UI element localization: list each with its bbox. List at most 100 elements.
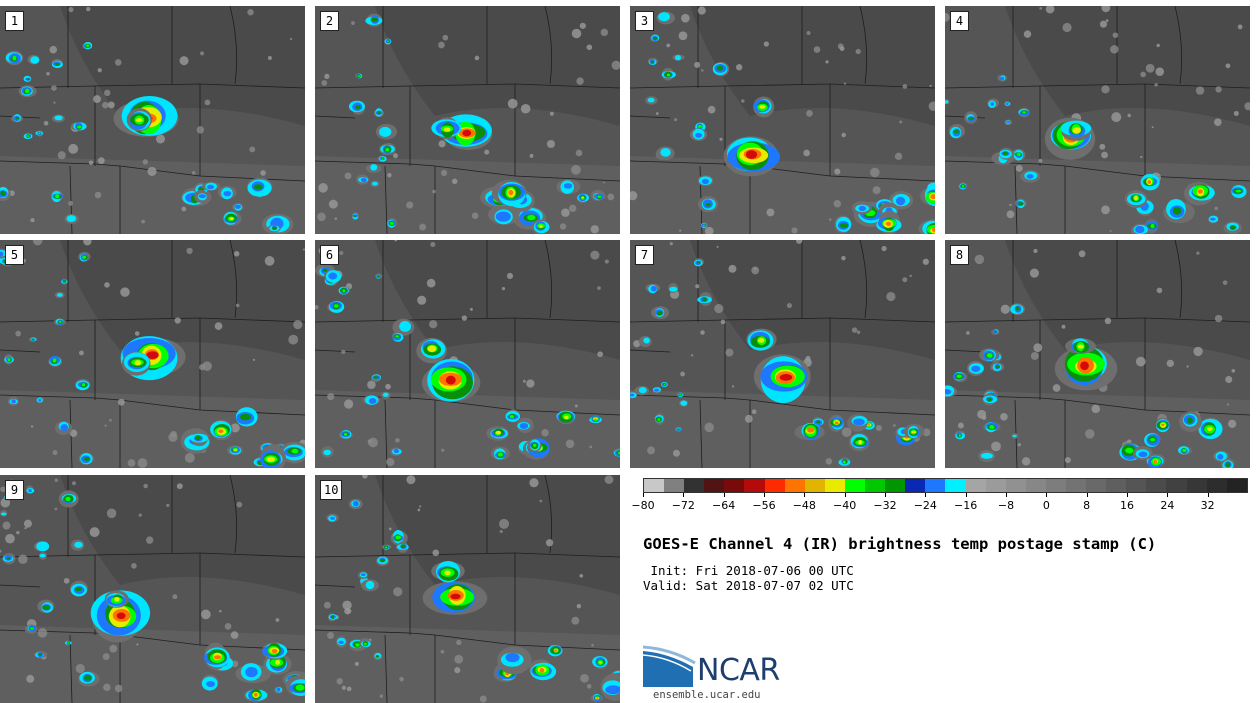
cloud-shape [389, 221, 394, 225]
cloud-shape [839, 223, 849, 229]
cloud-shape [1026, 174, 1034, 179]
cloud-shape [669, 286, 678, 292]
init-time: Init: Fri 2018-07-06 00 UTC [643, 563, 854, 578]
cloud-shape [679, 393, 682, 396]
cloud-shape [66, 215, 77, 222]
cloud-shape [146, 351, 159, 359]
cloud-shape [427, 345, 437, 352]
colorbar-tick [723, 493, 725, 497]
cloud-shape [980, 452, 993, 459]
cloud-shape [379, 126, 392, 137]
cloud-shape [1229, 225, 1236, 230]
cloud-shape [581, 196, 584, 199]
colorbar-tick-label: −40 [833, 499, 857, 512]
cloud-shape [539, 224, 543, 228]
cloud-shape [1161, 423, 1165, 426]
cloud-shape [958, 434, 961, 437]
cloud-shape [867, 424, 871, 426]
cloud-shape [989, 425, 995, 429]
colorbar-tick [1207, 493, 1209, 497]
cloud-shape [276, 687, 281, 692]
cloud-shape [1072, 127, 1081, 134]
cloud-shape [1134, 225, 1145, 234]
cloud-shape [134, 360, 141, 366]
cloud-shape [986, 397, 992, 402]
ir-map [0, 240, 305, 468]
cloud-shape [1138, 451, 1148, 458]
cloud-shape [962, 185, 965, 188]
colorbar-tick [965, 493, 967, 497]
ir-map [0, 6, 305, 234]
cloud-shape [206, 184, 215, 190]
cloud-shape [26, 135, 30, 137]
ir-map [315, 240, 620, 468]
cloud-shape [266, 456, 276, 462]
cloud-shape [953, 129, 960, 134]
colorbar-swatch [1065, 479, 1087, 492]
cloud-shape [698, 125, 703, 128]
cloud-shape [77, 125, 82, 129]
cloud-shape [630, 393, 635, 397]
cloud-shape [395, 335, 399, 338]
cloud-shape [702, 297, 707, 302]
cloud-shape [56, 293, 63, 297]
colorbar-tick [885, 493, 886, 497]
member-label: 4 [950, 11, 969, 31]
colorbar-tick [1127, 493, 1128, 497]
colorbar-tick-label: −72 [671, 499, 695, 512]
cloud-shape [858, 205, 867, 211]
cloud-shape [342, 289, 346, 293]
cloud-shape [368, 398, 377, 404]
cloud-shape [745, 150, 758, 159]
colorbar-tick [1167, 493, 1169, 497]
cloud-shape [660, 148, 671, 157]
colorbar-tick-label: 8 [1083, 499, 1091, 512]
cloud-shape [333, 304, 339, 308]
colorbar-tick [683, 493, 685, 497]
ir-map [945, 6, 1250, 234]
cloud-shape [563, 183, 573, 189]
colorbar-tick-label: −80 [631, 499, 655, 512]
cloud-shape [650, 60, 655, 63]
cloud-shape [253, 184, 263, 190]
cloud-shape [31, 338, 35, 341]
cloud-shape [229, 217, 234, 220]
cloud-shape [352, 500, 359, 507]
ir-map [0, 475, 305, 703]
cloud-shape [564, 415, 569, 420]
cloud-shape [328, 272, 338, 280]
cloud-shape [995, 365, 1000, 369]
cloud-shape [377, 275, 380, 278]
cloud-shape [666, 73, 671, 77]
colorbar-swatch [885, 479, 906, 492]
cloud-shape [233, 448, 238, 451]
member-label: 8 [950, 245, 969, 265]
cloud-shape [1134, 195, 1138, 201]
cloud-shape [554, 649, 558, 652]
member-label: 1 [5, 11, 24, 31]
cloud-shape [385, 546, 388, 549]
cloud-shape [393, 448, 399, 454]
cloud-shape [54, 62, 60, 66]
cloud-shape [364, 642, 367, 646]
cloud-shape [39, 553, 46, 558]
colorbar-tick-label: 16 [1120, 499, 1134, 512]
colorbar-swatch [844, 479, 866, 492]
cloud-shape [38, 653, 43, 656]
cloud-shape [1235, 189, 1242, 193]
cloud-shape [677, 428, 680, 431]
cloud-shape [495, 430, 502, 435]
cloud-shape [1149, 438, 1156, 442]
colorbar-swatch [1186, 479, 1207, 492]
cloud-shape [596, 697, 599, 699]
colorbar-swatch [1126, 479, 1147, 492]
cloud-shape [759, 104, 766, 109]
cloud-shape [295, 684, 305, 691]
ir-map [630, 6, 935, 234]
cloud-shape [597, 195, 602, 199]
ncar-logo-text: NCAR [697, 653, 780, 688]
cloud-shape [355, 105, 361, 110]
cloud-shape [971, 365, 981, 373]
cloud-shape [86, 44, 90, 48]
colorbar-tick-label: 0 [1042, 499, 1050, 512]
